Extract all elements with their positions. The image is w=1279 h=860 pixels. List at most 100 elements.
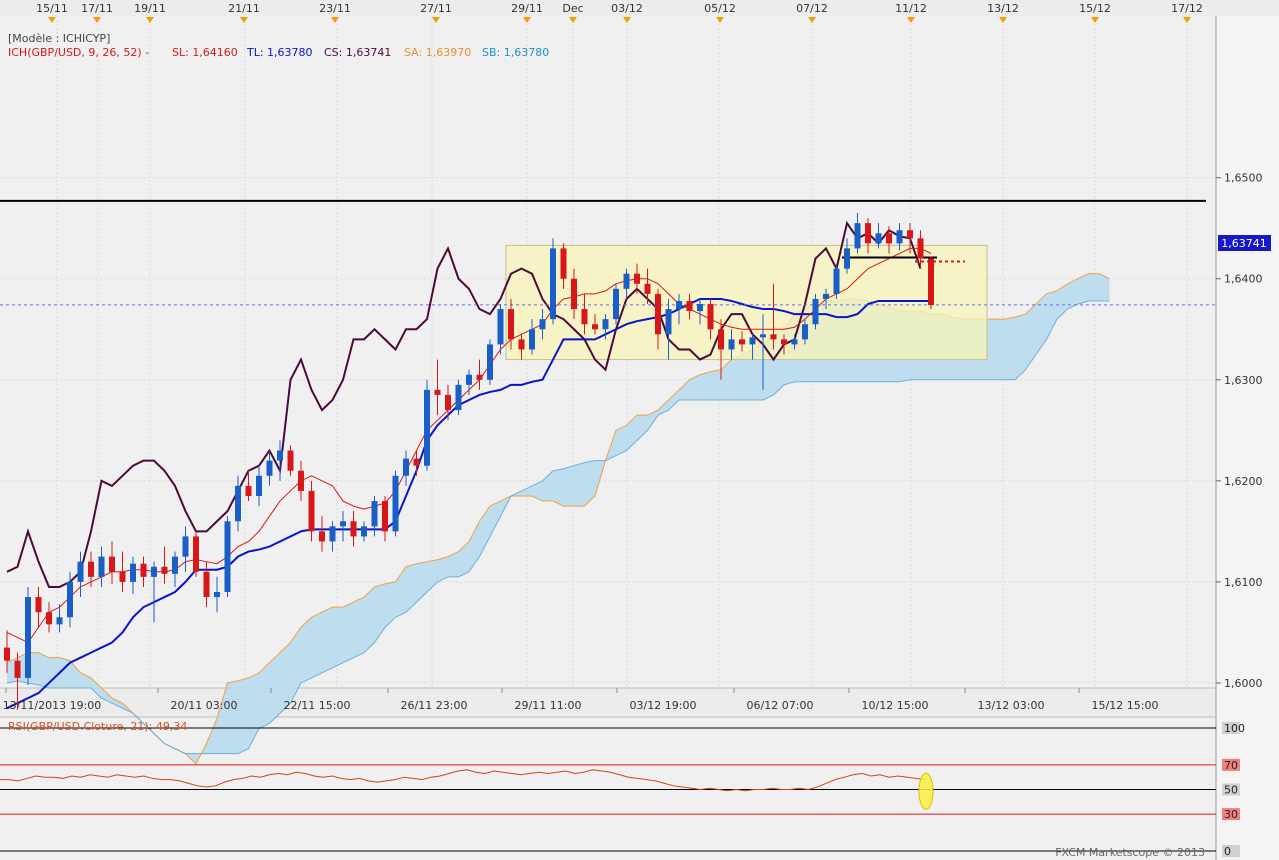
candle-body	[665, 309, 672, 335]
y-tick-label: 1,6300	[1224, 374, 1263, 387]
candle	[665, 298, 672, 360]
candle-body	[329, 526, 336, 542]
candle-body	[592, 324, 598, 330]
session-marker-icon	[808, 17, 816, 23]
candle	[56, 604, 63, 633]
bottom-date-label: 13/12 03:00	[978, 699, 1045, 712]
candle-body	[266, 460, 273, 476]
candle-body	[571, 278, 577, 310]
y-axis-panel	[1216, 16, 1279, 860]
candle	[760, 314, 766, 390]
candle	[802, 319, 808, 345]
candle-body	[476, 374, 483, 380]
candle-body	[403, 458, 409, 476]
legend-tl: TL: 1,63780	[246, 46, 313, 59]
kumo-fill	[7, 273, 1110, 764]
candle	[203, 561, 210, 608]
candle-body	[319, 531, 325, 542]
candle-body	[791, 339, 798, 345]
candle-body	[413, 458, 420, 466]
candle-body	[844, 248, 850, 269]
candle	[88, 551, 94, 587]
candle-body	[644, 283, 651, 294]
candle	[403, 450, 409, 486]
top-date-label: 13/12	[987, 2, 1019, 15]
candle	[487, 339, 493, 385]
candle-body	[802, 324, 808, 340]
rsi-level-label: 30	[1224, 808, 1238, 821]
session-marker-icon	[331, 17, 339, 23]
candle	[823, 288, 829, 310]
candle-body	[560, 248, 567, 279]
legend-sb: SB: 1,63780	[482, 46, 549, 59]
candle-body	[823, 293, 829, 299]
candle-body	[392, 475, 399, 532]
candle	[382, 496, 388, 542]
session-marker-icon	[93, 17, 101, 23]
candle-body	[182, 536, 189, 557]
candle-body	[518, 339, 525, 350]
candle	[770, 283, 777, 350]
y-tick-label: 1,6500	[1224, 172, 1263, 185]
bottom-date-label: 06/12 07:00	[747, 699, 814, 712]
candle-body	[466, 374, 472, 385]
bottom-date-label: 15/12 15:00	[1092, 699, 1159, 712]
candle	[518, 334, 525, 360]
candle	[529, 319, 535, 355]
bottom-date-label: 26/11 23:00	[401, 699, 468, 712]
senkou-span-b-line	[6, 300, 1110, 755]
candle	[140, 556, 147, 587]
candle-body	[203, 571, 210, 598]
bottom-date-labels: 13/11/2013 19:00 20/11 03:00 22/11 15:00 26…	[3, 688, 1159, 712]
candle-body	[655, 293, 661, 335]
legend-sl: SL: 1,64160	[172, 46, 238, 59]
session-marker-icon	[432, 17, 440, 23]
session-marker-icon	[907, 17, 915, 23]
candle	[4, 630, 10, 673]
candle	[844, 238, 850, 274]
top-date-label: 29/11	[511, 2, 543, 15]
bottom-date-label: 20/11 03:00	[171, 699, 238, 712]
candle	[613, 283, 619, 325]
candle-body	[361, 526, 367, 537]
candle	[445, 384, 451, 421]
candle	[718, 319, 724, 380]
candle	[130, 556, 136, 595]
candle	[35, 586, 42, 628]
rsi-level-label: 100	[1224, 722, 1245, 735]
candle	[277, 440, 283, 481]
candle	[781, 334, 787, 355]
top-date-label: 15/12	[1079, 2, 1111, 15]
top-date-label: 27/11	[420, 2, 452, 15]
candle	[791, 334, 798, 350]
top-date-label: 07/12	[796, 2, 828, 15]
session-marker-icon	[716, 17, 724, 23]
candle	[413, 450, 420, 476]
candle	[739, 331, 745, 352]
candle-body	[214, 592, 220, 598]
candle-body	[235, 485, 241, 522]
candle-body	[350, 521, 357, 537]
candle-body	[623, 273, 630, 289]
candle	[424, 379, 430, 471]
candle	[707, 298, 714, 340]
rsi-level-tag	[1222, 783, 1240, 796]
candle-body	[77, 561, 84, 582]
candle	[728, 329, 735, 360]
candle-body	[14, 660, 21, 678]
candle-body	[928, 258, 934, 306]
bottom-date-label: 22/11 15:00	[284, 699, 351, 712]
candle-body	[728, 339, 735, 350]
session-marker-icon	[999, 17, 1007, 23]
candle-body	[193, 536, 199, 572]
candle-body	[487, 344, 493, 380]
legend-cs: CS: 1,63741	[324, 46, 391, 59]
rsi-indicator: 100 70 50 30 0	[0, 722, 1245, 858]
candle	[907, 223, 913, 254]
candle-body	[88, 561, 94, 577]
y-axis-ticks: 1,6500 1,6400 1,6300 1,6200 1,6100 1,6000	[1216, 172, 1263, 690]
candle	[193, 531, 199, 577]
candle-body	[812, 298, 819, 325]
legend-sa: SA: 1,63970	[404, 46, 471, 59]
candle	[392, 470, 399, 537]
